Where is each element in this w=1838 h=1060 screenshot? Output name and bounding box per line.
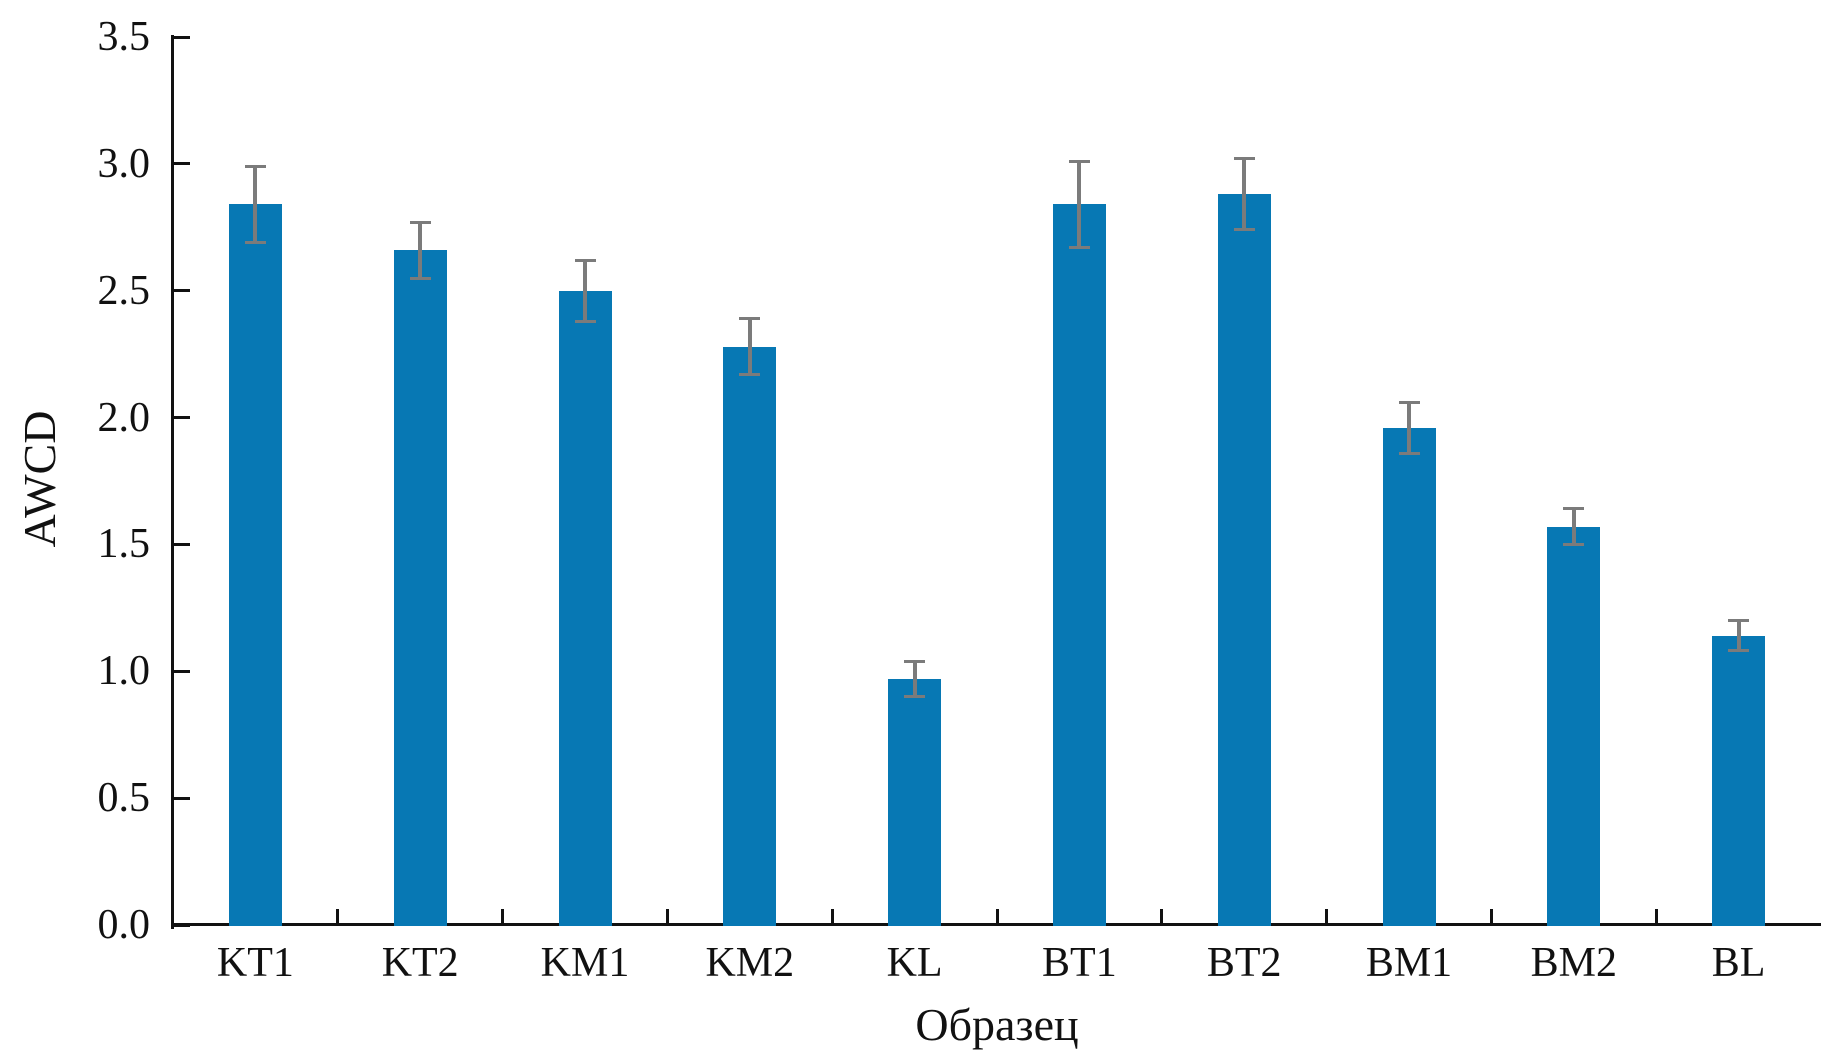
error-bar-cap-top [244, 164, 266, 168]
bar [723, 346, 777, 926]
error-bar-line [583, 260, 587, 322]
error-bar-cap-bottom [244, 241, 266, 244]
error-bar-cap-top [739, 317, 761, 321]
x-tick-label: BT1 [1042, 940, 1117, 986]
error-bar-cap-top [574, 258, 596, 262]
y-axis-line [171, 35, 174, 929]
error-bar-line [1571, 508, 1576, 545]
x-tick-label: BL [1711, 940, 1766, 986]
y-tick-label: 3.5 [97, 14, 151, 60]
bar [1382, 427, 1436, 926]
x-axis-title: Образец [915, 999, 1079, 1050]
y-tick [174, 796, 190, 800]
bar [228, 204, 282, 926]
error-bar-cap-top [1563, 507, 1585, 511]
bar [1217, 194, 1271, 926]
bar [1052, 204, 1106, 926]
y-tick-label: 3.0 [97, 140, 151, 187]
error-bar-cap-bottom [1233, 228, 1255, 232]
x-tick-label: KT2 [381, 940, 459, 986]
y-tick-label: 0.0 [97, 902, 151, 948]
error-bar-cap-top [1398, 400, 1420, 404]
y-tick [174, 669, 190, 673]
x-tick [1654, 909, 1658, 925]
error-bar-cap-top [1728, 619, 1750, 623]
error-bar-cap-bottom [904, 695, 926, 699]
bar [393, 250, 447, 926]
error-bar-cap-bottom [1563, 542, 1585, 546]
error-bar-cap-top [904, 659, 926, 663]
bar [1712, 635, 1766, 926]
error-bar-cap-top [1233, 157, 1255, 161]
error-bar-line [912, 661, 917, 697]
x-tick [1160, 909, 1164, 925]
x-tick-label: BT2 [1206, 940, 1282, 986]
y-tick-label: 2.5 [97, 267, 151, 314]
x-tick [665, 909, 669, 925]
error-bar-cap-bottom [1728, 649, 1750, 653]
x-tick [336, 909, 340, 925]
x-tick-label: BM1 [1365, 940, 1453, 986]
error-bar-cap-bottom [1068, 246, 1090, 250]
error-bar-line [1736, 620, 1741, 651]
error-bar-cap-top [1068, 159, 1090, 163]
y-tick [174, 923, 190, 927]
error-bar-cap-bottom [1398, 451, 1420, 455]
y-tick [174, 289, 190, 293]
bar [1547, 526, 1601, 926]
x-tick [830, 909, 834, 925]
x-tick-label: KL [886, 940, 943, 986]
error-bar-line [1407, 402, 1411, 454]
x-tick [1489, 909, 1493, 925]
x-tick [501, 909, 505, 925]
error-bar-line [1242, 158, 1247, 230]
y-tick [174, 542, 190, 546]
y-tick-label: 1.0 [97, 648, 151, 695]
bar [558, 290, 612, 926]
error-bar-cap-bottom [574, 319, 596, 323]
y-tick [174, 35, 190, 39]
error-bar-cap-bottom [409, 276, 431, 280]
error-bar-line [418, 222, 423, 279]
error-bar-line [747, 318, 752, 375]
bar [888, 678, 942, 926]
error-bar-line [1077, 161, 1082, 248]
error-bar-line [253, 166, 258, 243]
x-tick-label: KT1 [216, 940, 294, 986]
y-tick-label: 0.5 [97, 775, 151, 822]
error-bar-cap-bottom [739, 372, 761, 376]
x-tick-label: BM2 [1530, 940, 1617, 986]
y-tick-label: 2.0 [97, 394, 151, 441]
error-bar-cap-top [409, 220, 431, 224]
y-tick [174, 162, 190, 166]
x-tick [995, 909, 999, 925]
x-tick [1325, 909, 1329, 925]
x-tick-label: KM1 [540, 940, 630, 986]
x-tick-label: KM2 [705, 940, 795, 986]
y-tick-label: 1.5 [97, 521, 151, 568]
y-tick [174, 416, 190, 420]
